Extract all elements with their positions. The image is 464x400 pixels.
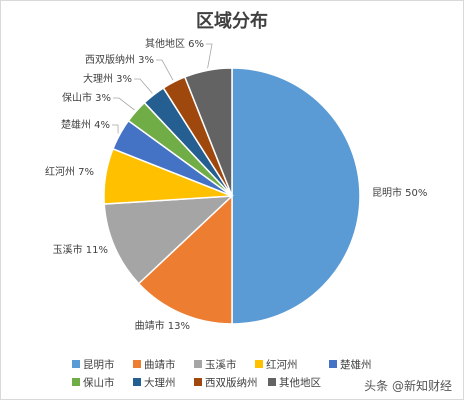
legend-label: 大理州 xyxy=(144,376,176,389)
legend-label: 红河州 xyxy=(266,358,298,371)
legend-item-8: 西双版纳州 xyxy=(194,376,258,389)
pie-slices xyxy=(103,67,361,325)
pie-slice-1 xyxy=(231,67,361,325)
legend-swatch xyxy=(194,360,202,368)
legend-item-1: 昆明市 xyxy=(72,358,115,371)
legend-swatch xyxy=(133,360,141,368)
legend-swatch xyxy=(133,378,141,386)
legend-label: 保山市 xyxy=(83,376,115,389)
slice-label-7: 大理州 3% xyxy=(83,72,132,85)
pie-slice-9 xyxy=(183,67,233,197)
leader-line-6 xyxy=(113,97,135,111)
leader-line-9 xyxy=(206,43,213,69)
slice-label-3: 玉溪市 11% xyxy=(53,243,108,256)
legend-swatch xyxy=(329,360,337,368)
legend-swatch xyxy=(268,378,276,386)
legend-item-2: 曲靖市 xyxy=(133,358,176,371)
leader-lines xyxy=(112,43,213,134)
slice-labels: 昆明市 50% 曲靖市 13% 玉溪市 11% 红河州 7% 楚雄州 4% 保山市 3% 大… xyxy=(45,37,427,332)
legend-item-7: 大理州 xyxy=(133,376,176,389)
slice-label-2: 曲靖市 13% xyxy=(135,319,190,332)
legend-item-6: 保山市 xyxy=(72,376,115,389)
chart-title: 区域分布 xyxy=(196,10,268,32)
legend-label: 其他地区 xyxy=(279,376,321,389)
pie-slice-3 xyxy=(103,195,235,285)
legend-swatch xyxy=(72,360,80,368)
watermark: 头条 @新知财经 xyxy=(364,379,452,393)
leader-line-7 xyxy=(134,78,153,94)
slice-label-1: 昆明市 50% xyxy=(372,186,427,199)
slice-label-4: 红河州 7% xyxy=(45,165,94,178)
leader-line-5 xyxy=(112,124,119,134)
legend-item-3: 玉溪市 xyxy=(194,358,237,371)
slice-label-5: 楚雄州 4% xyxy=(61,118,110,131)
legend-label: 昆明市 xyxy=(83,358,115,371)
legend-item-9: 其他地区 xyxy=(268,376,321,389)
slice-label-9: 其他地区 6% xyxy=(145,37,204,50)
legend-swatch xyxy=(194,378,202,386)
pie-slice-2 xyxy=(137,194,233,325)
legend-label: 玉溪市 xyxy=(205,358,237,371)
legend-label: 西双版纳州 xyxy=(205,376,258,389)
legend-item-4: 红河州 xyxy=(255,358,298,371)
slice-label-8: 西双版纳州 3% xyxy=(85,53,154,66)
legend-swatch xyxy=(72,378,80,386)
legend-swatch xyxy=(255,360,263,368)
slice-label-6: 保山市 3% xyxy=(62,91,111,104)
legend-label: 曲靖市 xyxy=(144,358,176,371)
legend-item-5: 楚雄州 xyxy=(329,358,372,371)
legend-label: 楚雄州 xyxy=(340,358,372,371)
leader-line-8 xyxy=(156,59,174,81)
